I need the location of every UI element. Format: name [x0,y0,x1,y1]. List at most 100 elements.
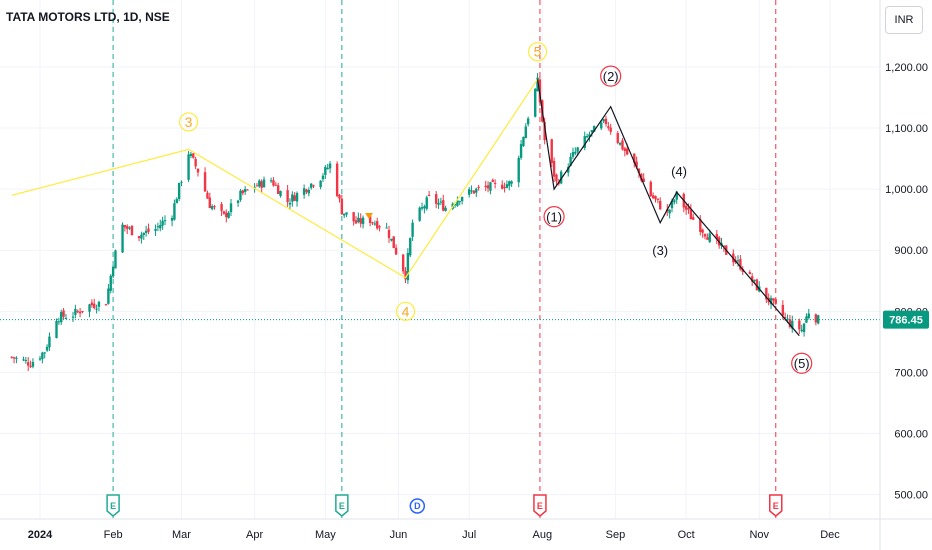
candle-body [354,220,358,224]
candle-body [427,195,431,197]
candle-body [60,312,63,323]
candle-body [255,185,259,187]
candle-body [649,181,652,197]
grid-lines [0,0,880,519]
candle-body [534,89,537,117]
signal-triangle-icon [365,213,373,219]
price-axis[interactable]: 500.00600.00700.00800.00900.001,000.001,… [879,0,929,550]
candle-body [90,302,94,306]
candle-body [458,201,461,203]
candle-body [48,336,51,348]
candle-body [376,221,379,229]
candle-body [659,201,662,210]
candle-body [817,315,820,324]
candle-body [387,229,391,239]
y-tick-label: 900.00 [894,245,928,257]
candle-body [765,287,768,300]
candle-body [64,317,68,319]
candle-body [43,352,46,354]
candle-body [574,151,577,154]
candle-body [444,207,447,211]
candle-body [689,209,693,220]
y-tick-label: 700.00 [894,367,928,379]
y-tick-label: 500.00 [894,490,928,502]
candle-body [357,217,360,222]
symbol-title: TATA MOTORS LTD, 1D, NSE [6,10,170,24]
yellow-wave-line [11,78,539,279]
candle-body [88,304,91,312]
candle-body [175,199,178,204]
x-tick-label: Dec [820,529,840,541]
x-tick-label: Nov [749,529,769,541]
candle-body [467,189,471,195]
candle-body [741,269,744,273]
candle-body [409,238,412,256]
candle-body [213,206,216,208]
elliott-wave-annotations: 3 4 5 (1) (2) (3) (4) (5) [11,42,813,374]
candle-body [272,180,275,186]
candle-body [536,77,539,92]
candle-body [225,212,228,218]
candle-body [772,298,775,301]
candle-body [692,217,695,220]
time-axis[interactable]: 2024 Feb Mar Apr May Jun Jul Aug Sep Oct Nov Dec [0,518,932,541]
candle-body [604,118,608,125]
candle-body [618,142,622,145]
black-wave-line [537,79,800,337]
x-tick-label: Oct [678,529,695,541]
candle-body [668,209,671,214]
candle-body [194,159,197,167]
candle-body [295,193,299,202]
candle-body [633,153,636,163]
wave-label: (3) [652,243,668,258]
event-marker-letter: E [339,501,345,511]
candle-body [791,320,794,329]
wave-label-circle [178,112,199,132]
candle-body [203,172,207,192]
currency-button[interactable]: INR [885,6,923,34]
candle-body [736,260,740,262]
wave-label: (5) [794,356,810,371]
candle-body [526,118,530,125]
candle-body [343,213,346,216]
candle-body [708,233,711,242]
candle-body [442,200,445,211]
candle-body [687,207,690,210]
wave-label: 4 [402,303,410,319]
candle-body [684,205,688,210]
candle-body [394,247,398,255]
candle-body [38,358,42,360]
candle-body [81,310,84,312]
candle-body [159,225,162,229]
candle-body [701,229,704,233]
event-marker-letter: E [773,501,779,511]
wave-label-circle [395,301,416,321]
candle-body [755,279,759,291]
x-tick-label: Jun [390,529,408,541]
candle-body [404,271,407,280]
candle-body [470,190,473,192]
candle-body [552,160,556,177]
candle-body [161,220,164,226]
candle-body [788,319,792,328]
candle-body [137,236,141,239]
candle-body [57,321,61,323]
candle-body [524,126,527,139]
candle-body [477,186,480,188]
y-tick-label: 1,200.00 [885,62,928,74]
candle-body [625,148,629,155]
candle-body [196,168,200,173]
candle-body [637,168,641,174]
candle-body [361,217,365,225]
candle-body [519,144,523,158]
candle-body [571,152,575,157]
candle-body [411,222,414,237]
candle-body [15,357,18,359]
candle-body [559,171,563,184]
candle-body [326,168,329,170]
candle-body [406,252,410,281]
candle-body [74,308,77,315]
candle-body [328,163,332,169]
